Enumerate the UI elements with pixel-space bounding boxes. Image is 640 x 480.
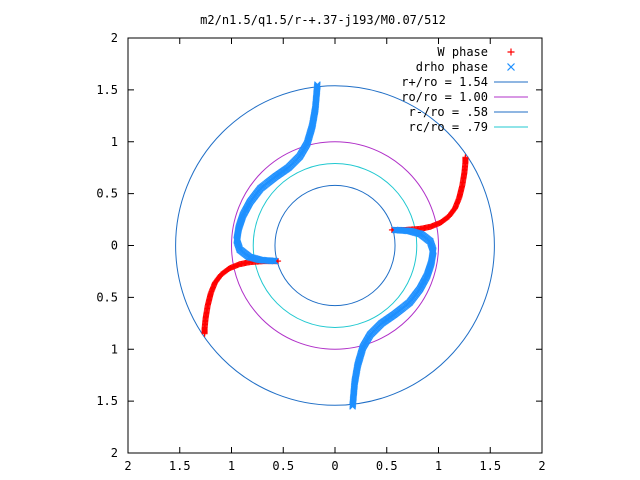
data-point [462, 154, 469, 161]
legend-label: rc/ro = .79 [409, 120, 488, 134]
x-tick-label: 2 [124, 459, 131, 473]
y-tick-label: 1.5 [96, 83, 118, 97]
y-tick-label: 1 [111, 135, 118, 149]
y-tick-label: 1 [111, 342, 118, 356]
phase-points [201, 81, 469, 410]
data-point [349, 402, 357, 410]
reference-circle [175, 85, 495, 406]
x-tick-label: 1 [228, 459, 235, 473]
data-point [349, 401, 357, 409]
y-tick-label: 0.5 [96, 187, 118, 201]
y-tick-label: 0.5 [96, 290, 118, 304]
x-tick-label: 1.5 [169, 459, 191, 473]
axis-ticks [127, 37, 543, 454]
y-tick-label: 1.5 [96, 394, 118, 408]
legend-label: r+/ro = 1.54 [401, 75, 488, 89]
y-tick-label: 0 [111, 239, 118, 253]
x-tick-label: 1 [435, 459, 442, 473]
x-tick-label: 1.5 [479, 459, 501, 473]
x-tick-label: 0.5 [272, 459, 294, 473]
x-tick-labels: 2 1.5 1 0.5 0 0.5 1 1.5 2 [124, 459, 545, 473]
drho-phase-series [233, 81, 437, 410]
reference-circles [175, 85, 495, 406]
x-tick-label: 2 [538, 459, 545, 473]
reference-circle [252, 163, 418, 328]
y-tick-label: 2 [111, 446, 118, 460]
y-tick-labels: 2 1.5 1 0.5 0 0.5 1 1.5 2 [96, 31, 118, 460]
legend-label: drho phase [416, 60, 488, 74]
y-tick-label: 2 [111, 31, 118, 45]
legend-marker [507, 48, 515, 56]
data-point [313, 83, 321, 91]
x-tick-label: 0 [331, 459, 338, 473]
legend-label: W phase [437, 45, 488, 59]
data-point [201, 330, 208, 337]
legend-label: r-/ro = .58 [409, 105, 488, 119]
reference-circle [231, 141, 439, 350]
data-point [313, 82, 321, 90]
legend-marker [507, 63, 515, 71]
chart-title: m2/n1.5/q1.5/r-+.37-j193/M0.07/512 [200, 13, 446, 27]
legend-label: ro/ro = 1.00 [401, 90, 488, 104]
data-point [349, 400, 357, 408]
data-point [313, 81, 321, 89]
x-tick-label: 0.5 [376, 459, 398, 473]
reference-circle [274, 184, 396, 307]
